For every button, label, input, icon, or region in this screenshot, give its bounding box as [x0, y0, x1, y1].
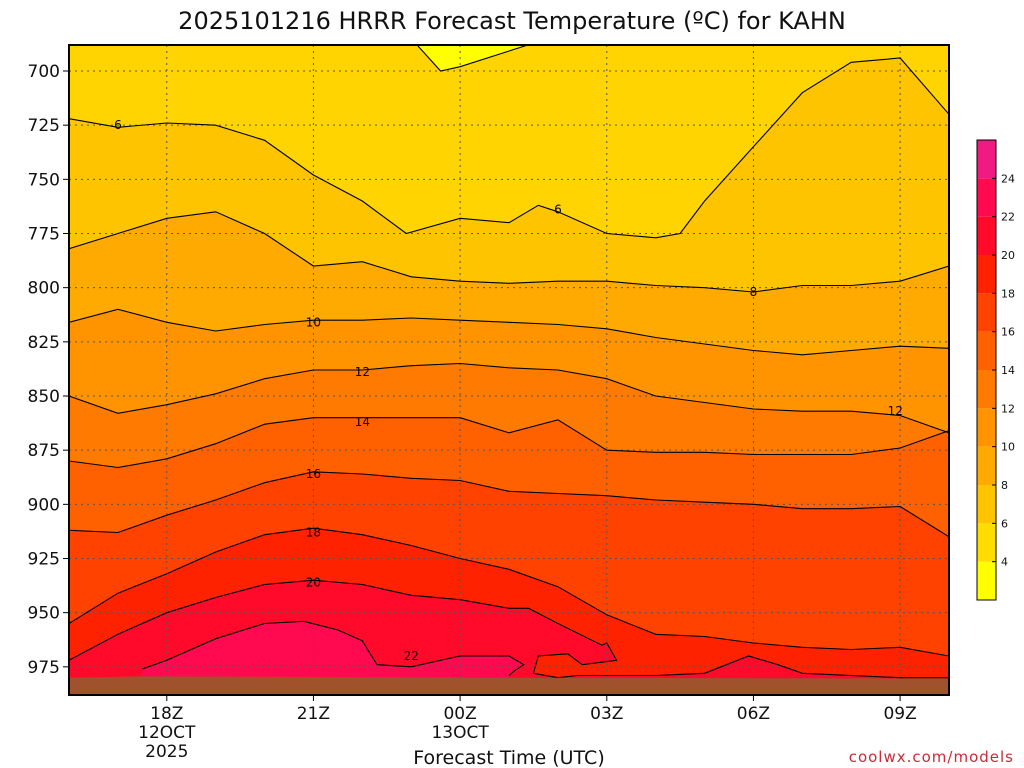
contour-label-7: 16 [306, 467, 321, 481]
contour-10 [69, 308, 949, 356]
colorbar-tick-label-4: 4 [1001, 556, 1008, 569]
colorbar-segment-8 [977, 255, 996, 294]
contour-16 [69, 471, 949, 538]
xtick-label-21Z: 21Z [297, 704, 330, 724]
contour-label-10: 22 [404, 649, 419, 663]
contour-22 [142, 620, 525, 676]
contour-14 [69, 417, 949, 469]
xtick-label-06Z: 06Z [737, 704, 770, 724]
colorbar-segment-1 [977, 523, 996, 562]
ytick-label-975: 975 [28, 658, 60, 678]
colorbar-tick-label-8: 8 [1001, 479, 1008, 492]
contour-label-9: 20 [306, 575, 321, 589]
temperature-fill-bands [69, 45, 949, 695]
ytick-label-950: 950 [28, 604, 60, 624]
xtick-label-18Z: 18Z [150, 704, 183, 724]
chart-title: 2025101216 HRRR Forecast Temperature (ºC… [178, 7, 846, 35]
xtick-year-18Z: 2025 [145, 742, 188, 762]
colorbar-tick-label-12: 12 [1001, 402, 1015, 415]
contour-label-4: 12 [355, 365, 370, 379]
surface-terrain [69, 676, 949, 695]
colorbar-segment-2 [977, 485, 996, 524]
colorbar-segment-7 [977, 293, 996, 332]
colorbar-segment-6 [977, 331, 996, 370]
colorbar: 4 6 8 10 12 14 16 18 20 22 24 [976, 139, 1015, 601]
contour-8 [69, 211, 949, 293]
band-below-6 [69, 45, 949, 238]
colorbar-tick-label-20: 20 [1001, 249, 1015, 262]
ytick-label-875: 875 [28, 441, 60, 461]
xtick-label-03Z: 03Z [590, 704, 623, 724]
colorbar-tick-label-22: 22 [1001, 211, 1015, 224]
xtick-label-00Z: 00Z [443, 704, 476, 724]
colorbar-segment-0 [977, 561, 996, 600]
colorbar-tick-label-14: 14 [1001, 364, 1015, 377]
pressure-axis: 700 725 750 775 800 825 850 875 900 925 950 975 [28, 62, 69, 678]
contour-6 [69, 57, 949, 239]
colorbar-segment-5 [977, 370, 996, 409]
colorbar-tick-label-18: 18 [1001, 287, 1015, 300]
ytick-label-925: 925 [28, 550, 60, 570]
contour-label-0: 6 [114, 118, 122, 132]
band-10-12 [69, 309, 949, 433]
gridlines [69, 45, 949, 695]
contour-label-2: 8 [750, 285, 758, 299]
colorbar-segment-11 [977, 140, 996, 179]
band-14-16 [69, 417, 949, 537]
ytick-label-800: 800 [28, 279, 60, 299]
colorbar-tick-label-24: 24 [1001, 172, 1015, 185]
band-16-18 [69, 471, 949, 656]
colorbar-tick-label-10: 10 [1001, 441, 1015, 454]
xtick-label-09Z: 09Z [883, 704, 916, 724]
contour-label-1: 6 [554, 203, 562, 217]
xtick-date-18Z: 12OCT [138, 723, 196, 743]
ytick-label-900: 900 [28, 495, 60, 515]
band-12-14 [69, 363, 949, 468]
contour-12 [69, 362, 949, 434]
contour-18 [69, 527, 949, 657]
plot-frame [68, 44, 950, 696]
ytick-label-850: 850 [28, 387, 60, 407]
ytick-label-700: 700 [28, 62, 60, 82]
ytick-label-725: 725 [28, 116, 60, 136]
contour-label-6: 14 [355, 415, 370, 429]
contour-20 [69, 579, 949, 679]
ytick-label-825: 825 [28, 333, 60, 353]
band-below-4 [417, 45, 528, 71]
ytick-label-750: 750 [28, 170, 60, 190]
xtick-date-00Z: 13OCT [431, 723, 489, 743]
contour-label-5: 12 [888, 404, 903, 418]
colorbar-segment-10 [977, 178, 996, 217]
colorbar-segment-9 [977, 216, 996, 255]
contour-labels: 6 6 8 10 12 12 14 16 18 20 22 [114, 118, 903, 663]
band-22-24 [142, 621, 524, 695]
contour-label-3: 10 [306, 315, 321, 329]
credit-text: coolwx.com/models [849, 748, 1014, 766]
colorbar-tick-label-6: 6 [1001, 517, 1008, 530]
contour-lines [69, 45, 949, 679]
colorbar-tick-label-16: 16 [1001, 326, 1015, 339]
colorbar-segment-4 [977, 408, 996, 447]
contour-label-8: 18 [306, 526, 321, 540]
ytick-label-775: 775 [28, 225, 60, 245]
colorbar-segment-3 [977, 446, 996, 485]
x-axis-label: Forecast Time (UTC) [413, 747, 604, 768]
contour-4 [416, 45, 530, 72]
